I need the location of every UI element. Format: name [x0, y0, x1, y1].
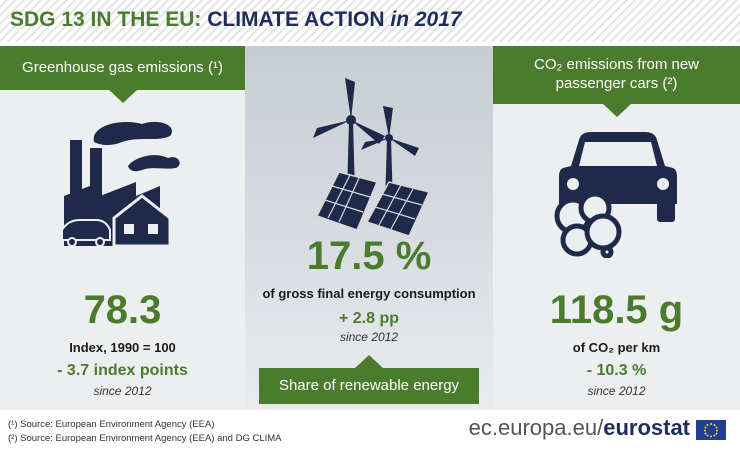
- footnote-1: (¹) Source: European Environment Agency …: [8, 419, 215, 430]
- greenhouse-gas-value: 78.3: [83, 288, 162, 332]
- car-emissions-panel: CO₂ emissions from new passenger cars (²…: [493, 46, 740, 410]
- greenhouse-gas-banner-label: Greenhouse gas emissions (¹): [22, 58, 223, 76]
- greenhouse-gas-change: - 3.7 index points: [57, 362, 188, 379]
- renewable-energy-banner-label: Share of renewable energy: [278, 376, 460, 394]
- car-emissions-value: 118.5 g: [549, 288, 684, 332]
- header-banner: SDG 13 IN THE EU: CLIMATE ACTION in 2017: [0, 0, 740, 42]
- title-part-year: in 2017: [390, 8, 462, 31]
- brand-name: eurostat: [603, 415, 690, 440]
- car-emissions-change: - 10.3 %: [586, 362, 647, 379]
- greenhouse-gas-label: Index, 1990 = 100: [69, 340, 176, 355]
- banner-arrow: [602, 104, 631, 117]
- title-part-climate: CLIMATE ACTION: [207, 8, 385, 31]
- renewable-energy-change: + 2.8 pp: [338, 310, 400, 327]
- wind-solar-icon: [313, 78, 431, 236]
- banner-arrow: [108, 90, 137, 103]
- car-exhaust-icon: [554, 132, 677, 258]
- renewable-energy-label: of gross final energy consumption: [262, 286, 476, 301]
- page-title: SDG 13 IN THE EU: CLIMATE ACTION in 2017: [10, 8, 462, 32]
- greenhouse-gas-banner: Greenhouse gas emissions (¹): [0, 46, 245, 103]
- banner-arrow: [355, 355, 383, 368]
- renewable-energy-value: 17.5 %: [306, 234, 432, 278]
- car-emissions-banner-line2: passenger cars (²): [555, 75, 678, 92]
- title-part-sdg: SDG 13 IN THE EU:: [10, 8, 202, 31]
- car-emissions-since: since 2012: [587, 384, 646, 398]
- renewable-energy-since: since 2012: [339, 330, 399, 344]
- brand-url: ec.europa.eu/: [468, 415, 604, 440]
- eurostat-brand: ec.europa.eu/eurostat: [469, 415, 690, 441]
- footnote-2: (²) Source: European Environment Agency …: [8, 432, 282, 444]
- footnotes: (¹) Source: European Environment Agency …: [8, 418, 282, 446]
- car-emissions-label: of CO₂ per km: [572, 340, 661, 355]
- eu-flag-icon: [696, 420, 726, 440]
- renewable-energy-panel: 17.5 % of gross final energy consumption…: [245, 46, 493, 410]
- factory-icon: [61, 121, 180, 246]
- car-emissions-banner-line1: CO₂ emissions from new: [533, 56, 700, 74]
- greenhouse-gas-panel: Greenhouse gas emissions (¹) 78.3 Index,…: [0, 46, 245, 410]
- renewable-energy-banner: Share of renewable energy: [259, 355, 479, 404]
- greenhouse-gas-since: since 2012: [93, 384, 152, 398]
- car-emissions-banner: CO₂ emissions from new passenger cars (²…: [493, 46, 740, 117]
